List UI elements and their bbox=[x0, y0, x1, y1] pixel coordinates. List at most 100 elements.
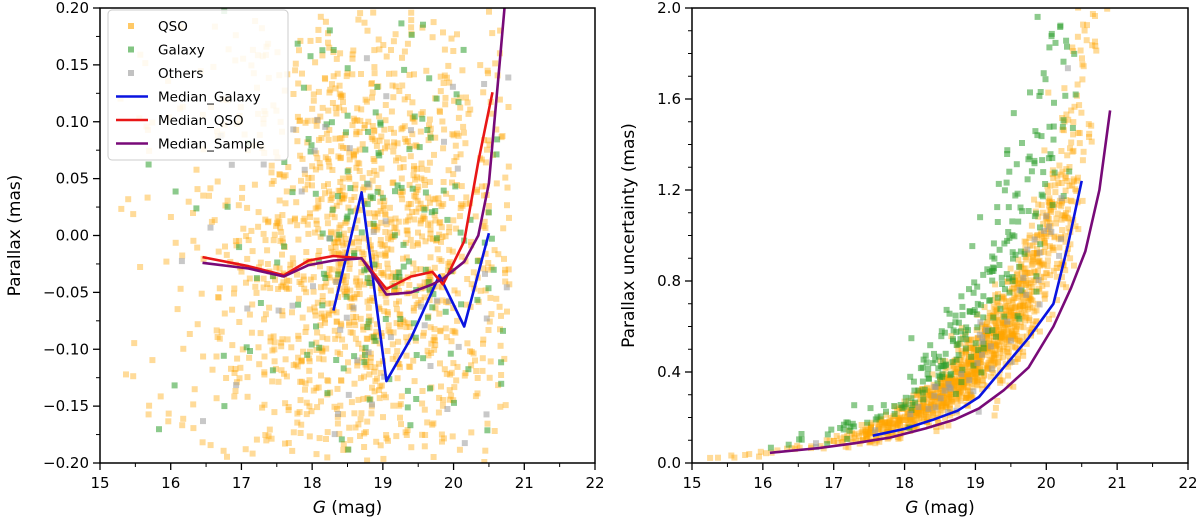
qso-point bbox=[426, 199, 433, 206]
qso-point bbox=[268, 162, 275, 169]
qso-point bbox=[991, 360, 998, 367]
qso-point bbox=[864, 436, 871, 442]
qso-point bbox=[251, 181, 258, 188]
qso-point bbox=[875, 420, 882, 427]
qso-point bbox=[346, 260, 353, 267]
qso-point bbox=[256, 264, 262, 271]
qso-point bbox=[992, 306, 999, 313]
qso-point bbox=[1013, 332, 1020, 339]
qso-point bbox=[884, 425, 891, 432]
qso-point bbox=[1041, 238, 1048, 244]
qso-point bbox=[920, 405, 927, 412]
qso-point bbox=[246, 354, 253, 361]
qso-point bbox=[373, 226, 380, 233]
qso-point bbox=[1054, 173, 1061, 180]
galaxy-point bbox=[1039, 193, 1046, 200]
galaxy-point bbox=[379, 194, 386, 201]
qso-point bbox=[868, 423, 875, 430]
qso-point bbox=[500, 225, 507, 232]
qso-point bbox=[194, 186, 201, 193]
qso-point bbox=[359, 345, 365, 352]
qso-point bbox=[451, 158, 458, 165]
qso-point bbox=[455, 132, 462, 139]
qso-point bbox=[1012, 295, 1019, 301]
qso-point bbox=[498, 312, 504, 319]
qso-point bbox=[1066, 182, 1073, 189]
qso-point bbox=[399, 124, 406, 131]
galaxy-point bbox=[347, 185, 354, 192]
qso-point bbox=[421, 176, 428, 183]
qso-point bbox=[355, 421, 362, 428]
qso-point bbox=[262, 311, 269, 318]
qso-point bbox=[462, 370, 469, 377]
qso-point bbox=[301, 170, 308, 177]
qso-point bbox=[794, 442, 801, 449]
qso-point bbox=[450, 360, 457, 367]
others-point bbox=[931, 392, 938, 399]
qso-point bbox=[325, 39, 331, 46]
qso-point bbox=[472, 357, 478, 364]
qso-point bbox=[989, 356, 996, 363]
qso-point bbox=[966, 373, 973, 380]
qso-point bbox=[1050, 175, 1057, 182]
qso-point bbox=[333, 318, 340, 325]
qso-point bbox=[482, 159, 489, 166]
qso-point bbox=[327, 197, 334, 203]
qso-point bbox=[1004, 331, 1011, 338]
galaxy-point bbox=[1010, 110, 1017, 117]
qso-point bbox=[974, 367, 981, 374]
qso-point bbox=[246, 275, 253, 282]
qso-point bbox=[419, 400, 426, 407]
galaxy-point bbox=[474, 258, 481, 265]
galaxy-point bbox=[364, 201, 371, 208]
galaxy-point bbox=[867, 405, 874, 412]
qso-point bbox=[480, 340, 486, 347]
qso-point bbox=[391, 225, 398, 231]
qso-point bbox=[866, 430, 873, 437]
qso-point bbox=[383, 299, 390, 306]
qso-point bbox=[321, 313, 327, 320]
qso-point bbox=[878, 417, 885, 424]
qso-point bbox=[938, 403, 945, 410]
galaxy-point bbox=[957, 328, 964, 335]
qso-point bbox=[1035, 259, 1042, 265]
qso-point bbox=[976, 341, 983, 348]
qso-point bbox=[371, 167, 378, 174]
qso-point bbox=[495, 251, 502, 258]
galaxy-point bbox=[1050, 123, 1057, 130]
qso-point bbox=[315, 37, 322, 43]
qso-point bbox=[1058, 148, 1065, 154]
qso-point bbox=[1046, 243, 1053, 250]
galaxy-point bbox=[465, 366, 472, 373]
qso-point bbox=[967, 394, 974, 401]
galaxy-point bbox=[999, 281, 1006, 287]
qso-point bbox=[498, 134, 505, 141]
qso-point bbox=[351, 153, 357, 160]
qso-point bbox=[1086, 134, 1092, 140]
galaxy-point bbox=[908, 407, 915, 413]
qso-point bbox=[445, 260, 452, 267]
qso-point bbox=[404, 94, 411, 100]
qso-point bbox=[1065, 206, 1071, 213]
qso-point bbox=[381, 391, 388, 398]
qso-point bbox=[1006, 311, 1012, 318]
median-galaxy-line bbox=[332, 191, 491, 383]
qso-point bbox=[493, 126, 500, 133]
galaxy-point bbox=[451, 399, 457, 406]
qso-point bbox=[306, 403, 313, 410]
galaxy-point bbox=[371, 261, 378, 268]
qso-point bbox=[1011, 319, 1018, 326]
galaxy-point bbox=[952, 312, 959, 319]
qso-point bbox=[303, 411, 310, 418]
qso-point bbox=[990, 338, 997, 344]
qso-point bbox=[876, 425, 883, 432]
qso-point bbox=[464, 276, 471, 282]
qso-point bbox=[383, 139, 390, 146]
qso-point bbox=[938, 383, 944, 390]
qso-point bbox=[964, 402, 971, 409]
galaxy-point bbox=[281, 243, 287, 250]
qso-point bbox=[360, 251, 367, 257]
qso-point bbox=[338, 377, 344, 384]
qso-point bbox=[485, 137, 492, 144]
qso-point bbox=[942, 401, 949, 408]
